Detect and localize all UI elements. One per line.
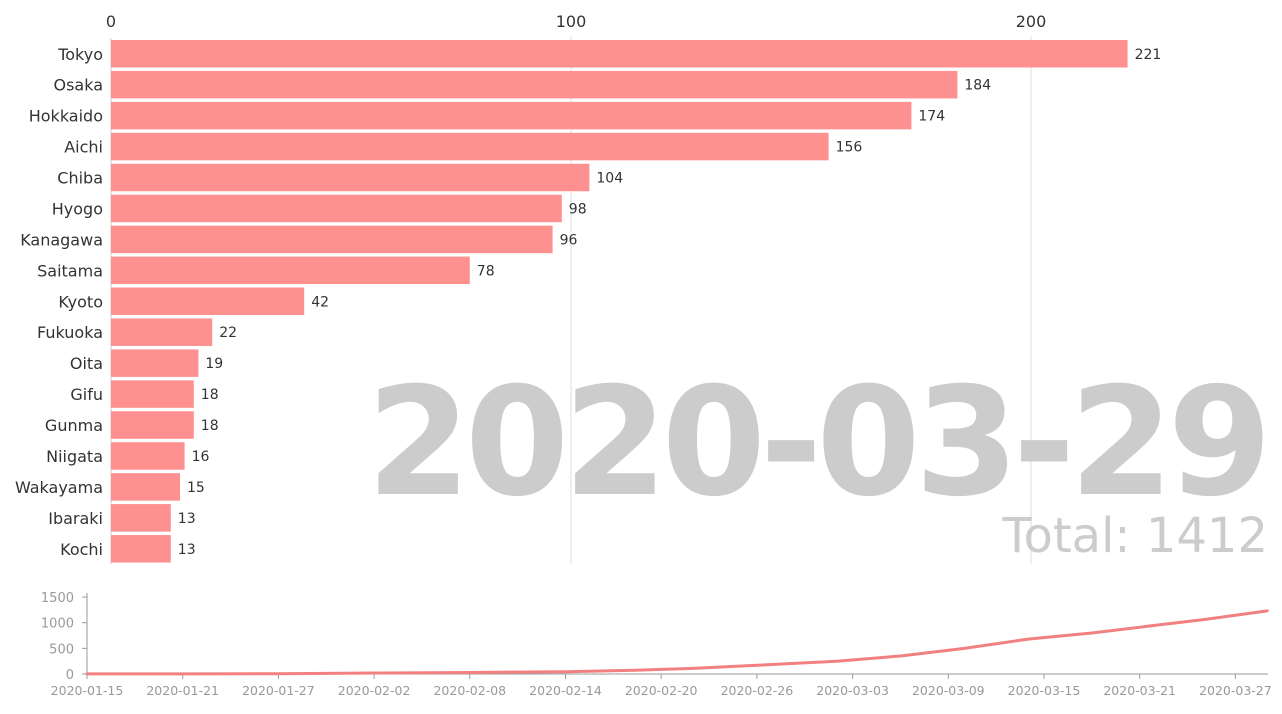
line-x-tick-label: 2020-02-02 bbox=[338, 683, 411, 698]
bar-category-label: Hokkaido bbox=[29, 107, 103, 126]
bar-aichi bbox=[111, 132, 829, 161]
line-x-tick-label: 2020-01-27 bbox=[242, 683, 315, 698]
bar-category-label: Niigata bbox=[46, 447, 103, 466]
bar-category-label: Osaka bbox=[53, 76, 103, 95]
bar-category-label: Ibaraki bbox=[48, 509, 103, 528]
line-y-tick-label: 500 bbox=[49, 642, 74, 657]
bar-category-label: Oita bbox=[70, 354, 103, 373]
bar-category-label: Gunma bbox=[45, 416, 103, 435]
bar-saitama bbox=[111, 256, 470, 285]
bar-ibaraki bbox=[111, 504, 171, 532]
bar-value-label: 156 bbox=[836, 140, 863, 156]
line-x-tick-label: 2020-02-14 bbox=[529, 683, 602, 698]
line-y-tick-label: 1500 bbox=[41, 591, 74, 606]
bar-chart-bars: Tokyo 221 Osaka 184 Hokkaido 174 Aichi 156 Chiba… bbox=[15, 40, 1161, 563]
bar-category-label: Fukuoka bbox=[37, 323, 103, 342]
bar-niigata bbox=[111, 442, 185, 470]
line-x-tick-label: 2020-02-26 bbox=[721, 683, 794, 698]
line-x-tick-label: 2020-03-09 bbox=[912, 683, 985, 698]
total-count-label: Total: 1412 bbox=[1002, 508, 1268, 564]
bar-category-label: Hyogo bbox=[52, 199, 103, 218]
bar-value-label: 13 bbox=[178, 542, 196, 558]
bar-wakayama bbox=[111, 473, 180, 501]
bar-value-label: 16 bbox=[192, 449, 210, 465]
bar-chiba bbox=[111, 163, 590, 192]
bar-osaka bbox=[111, 70, 958, 99]
cumulative-cases-line bbox=[85, 609, 1269, 676]
bar-category-label: Tokyo bbox=[57, 45, 103, 64]
bar-axis-tick-label: 100 bbox=[556, 12, 587, 31]
bar-value-label: 13 bbox=[178, 511, 196, 527]
bar-value-label: 104 bbox=[596, 171, 623, 187]
bar-value-label: 18 bbox=[201, 387, 219, 403]
bar-chart-top-axis: 0 100 200 bbox=[106, 12, 1046, 31]
bar-category-label: Aichi bbox=[64, 138, 103, 157]
bar-category-label: Saitama bbox=[37, 261, 103, 280]
bar-value-label: 96 bbox=[560, 232, 578, 248]
current-date-label: 2020-03-29 bbox=[366, 356, 1272, 530]
line-x-tick-label: 2020-01-15 bbox=[51, 683, 124, 698]
bar-hyogo bbox=[111, 194, 562, 223]
bar-kochi bbox=[111, 535, 171, 563]
bar-category-label: Gifu bbox=[70, 385, 103, 404]
line-chart-axes: 0 500 1000 1500 2020-01-15 2020-01-21 2020-01-… bbox=[41, 591, 1272, 698]
bar-gunma bbox=[111, 411, 194, 439]
bar-kanagawa bbox=[111, 225, 553, 254]
bar-category-label: Kyoto bbox=[58, 292, 103, 311]
line-x-tick-label: 2020-03-03 bbox=[816, 683, 889, 698]
bar-value-label: 15 bbox=[187, 480, 205, 496]
bar-value-label: 22 bbox=[219, 325, 237, 341]
line-x-tick-label: 2020-02-20 bbox=[625, 683, 698, 698]
bar-value-label: 98 bbox=[569, 201, 587, 217]
line-x-tick-label: 2020-03-21 bbox=[1103, 683, 1176, 698]
bar-category-label: Wakayama bbox=[15, 478, 103, 497]
bar-category-label: Kochi bbox=[60, 540, 103, 559]
line-x-tick-label: 2020-03-27 bbox=[1199, 683, 1272, 698]
bar-value-label: 184 bbox=[964, 78, 991, 94]
bar-value-label: 78 bbox=[477, 263, 495, 279]
bar-fukuoka bbox=[111, 318, 213, 346]
line-y-tick-label: 1000 bbox=[41, 617, 74, 632]
line-chart-series bbox=[85, 609, 1269, 676]
bar-gifu bbox=[111, 380, 194, 408]
bar-value-label: 18 bbox=[201, 418, 219, 434]
line-x-tick-label: 2020-03-15 bbox=[1008, 683, 1081, 698]
bar-value-label: 42 bbox=[311, 294, 329, 310]
bar-kyoto bbox=[111, 287, 305, 316]
bar-axis-tick-label: 0 bbox=[106, 12, 116, 31]
bar-value-label: 221 bbox=[1135, 47, 1162, 63]
line-x-tick-label: 2020-02-08 bbox=[433, 683, 506, 698]
bar-hokkaido bbox=[111, 101, 912, 130]
bar-category-label: Chiba bbox=[57, 169, 103, 188]
bar-axis-tick-label: 200 bbox=[1016, 12, 1047, 31]
bar-value-label: 19 bbox=[205, 356, 223, 372]
bar-tokyo bbox=[111, 40, 1128, 68]
bar-value-label: 174 bbox=[918, 109, 945, 125]
bar-category-label: Kanagawa bbox=[20, 230, 103, 249]
line-x-tick-label: 2020-01-21 bbox=[146, 683, 219, 698]
line-y-tick-label: 0 bbox=[66, 668, 74, 683]
bar-oita bbox=[111, 349, 199, 377]
